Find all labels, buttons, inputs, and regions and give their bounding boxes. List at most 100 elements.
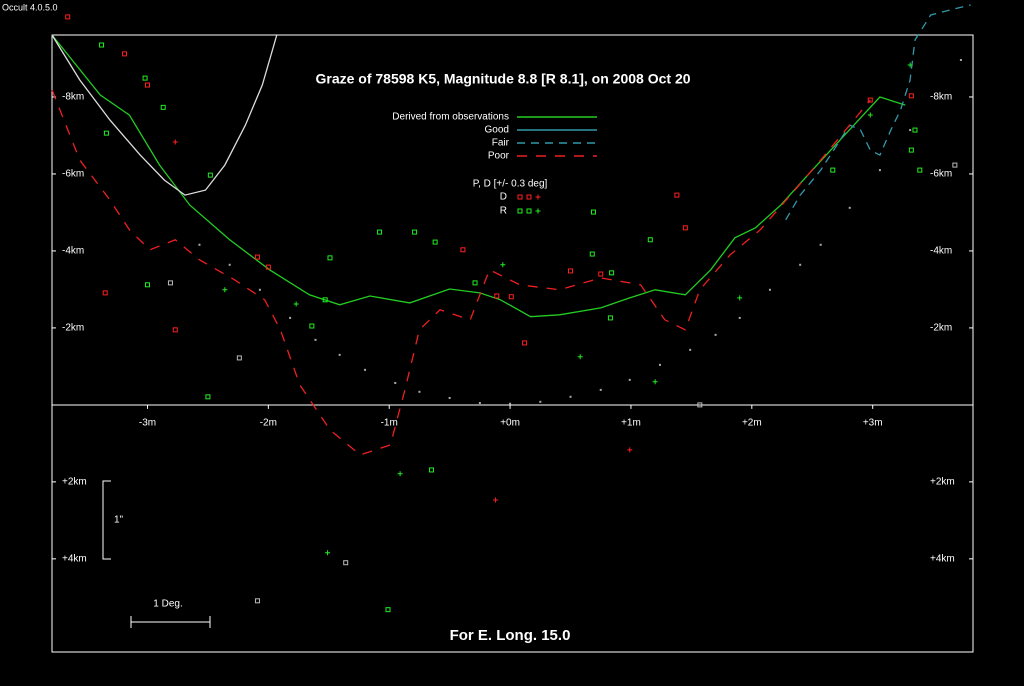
point-square xyxy=(522,340,528,346)
x-tick-label: +2m xyxy=(742,418,762,429)
profile-dot xyxy=(848,206,851,209)
point-square xyxy=(103,130,109,136)
point-square xyxy=(160,104,166,110)
x-tick-label: +1m xyxy=(621,418,641,429)
profile-dot xyxy=(228,263,231,266)
profile-dot xyxy=(569,395,572,398)
profile-dot xyxy=(448,396,451,399)
degree-scale-bar xyxy=(130,616,211,628)
point-square xyxy=(412,229,418,235)
profile-dot xyxy=(198,243,201,246)
point-square xyxy=(343,560,349,566)
point-plus xyxy=(493,497,499,503)
point-square xyxy=(102,290,108,296)
profile-dot xyxy=(289,316,292,319)
legend-label: Poor xyxy=(488,151,510,162)
point-square xyxy=(590,209,596,215)
legend-label: D xyxy=(500,192,507,203)
point-square xyxy=(917,167,923,173)
frame xyxy=(51,34,974,653)
profile-dot xyxy=(539,400,542,403)
y-tick-label: -6km xyxy=(62,169,84,180)
point-plus xyxy=(577,354,583,360)
point-square xyxy=(830,167,836,173)
point-square xyxy=(647,237,653,243)
point-plus xyxy=(535,194,541,200)
point-plus xyxy=(627,447,633,453)
point-square xyxy=(508,294,514,300)
point-square xyxy=(327,255,333,261)
profile-dot xyxy=(738,316,741,319)
profile-dot xyxy=(364,368,367,371)
y-tick-label: -2km xyxy=(930,323,952,334)
point-square xyxy=(432,239,438,245)
point-square xyxy=(697,402,703,408)
legend-label: Derived from observations xyxy=(392,112,509,123)
point-square xyxy=(99,42,105,48)
point-square xyxy=(674,192,680,198)
point-square xyxy=(607,315,613,321)
point-square xyxy=(254,598,260,604)
x-tick-label: -2m xyxy=(260,418,277,429)
point-square xyxy=(867,97,873,103)
y-tick-label: +4km xyxy=(930,553,955,564)
profile-dot xyxy=(819,243,822,246)
profile-line xyxy=(785,4,971,221)
point-plus xyxy=(397,471,403,477)
point-square xyxy=(589,251,595,257)
point-square xyxy=(517,208,523,214)
x-tick-label: +0m xyxy=(500,418,520,429)
point-square xyxy=(472,280,478,286)
arcsec-label: 1" xyxy=(114,515,124,526)
point-square xyxy=(429,467,435,473)
point-plus xyxy=(293,301,299,307)
point-plus xyxy=(500,262,506,268)
profile-dot xyxy=(689,348,692,351)
profile-line xyxy=(51,34,278,196)
x-tick-label: +3m xyxy=(863,418,883,429)
y-tick-label: -6km xyxy=(930,169,952,180)
profile-dot xyxy=(314,338,317,341)
point-square xyxy=(207,172,213,178)
point-square xyxy=(908,93,914,99)
profile-dot xyxy=(959,59,962,62)
profile-dot xyxy=(909,129,912,132)
point-square xyxy=(568,268,574,274)
point-square xyxy=(609,270,615,276)
legend-label: Fair xyxy=(492,138,510,149)
point-square xyxy=(526,194,532,200)
point-plus xyxy=(325,550,331,556)
point-square xyxy=(205,394,211,400)
point-square xyxy=(309,323,315,329)
profile-dot xyxy=(768,288,771,291)
point-square xyxy=(460,247,466,253)
y-tick-label: +2km xyxy=(930,477,955,488)
profile-line xyxy=(51,34,906,318)
profile-dot xyxy=(258,288,261,291)
y-tick-label: -2km xyxy=(62,323,84,334)
profile-dot xyxy=(799,263,802,266)
point-square xyxy=(682,225,688,231)
profile-dot xyxy=(878,169,881,172)
profile-dot xyxy=(599,388,602,391)
y-tick-label: -8km xyxy=(62,92,84,103)
point-square xyxy=(912,127,918,133)
point-plus xyxy=(172,139,178,145)
point-square xyxy=(494,293,500,299)
point-plus xyxy=(907,62,913,68)
app-label: Occult 4.0.5.0 xyxy=(2,2,58,12)
y-tick-label: +4km xyxy=(62,553,87,564)
point-square xyxy=(142,75,148,81)
profile-dot xyxy=(658,363,661,366)
profile-line xyxy=(51,89,871,456)
chart-title: Graze of 78598 K5, Magnitude 8.8 [R 8.1]… xyxy=(315,71,690,87)
point-square xyxy=(144,82,150,88)
point-square xyxy=(385,607,391,613)
point-plus xyxy=(867,112,873,118)
x-tick-label: -3m xyxy=(139,418,156,429)
points-heading: P, D [+/- 0.3 deg] xyxy=(473,179,548,190)
y-tick-label: -4km xyxy=(930,246,952,257)
degree-label: 1 Deg. xyxy=(153,599,182,610)
point-square xyxy=(144,282,150,288)
